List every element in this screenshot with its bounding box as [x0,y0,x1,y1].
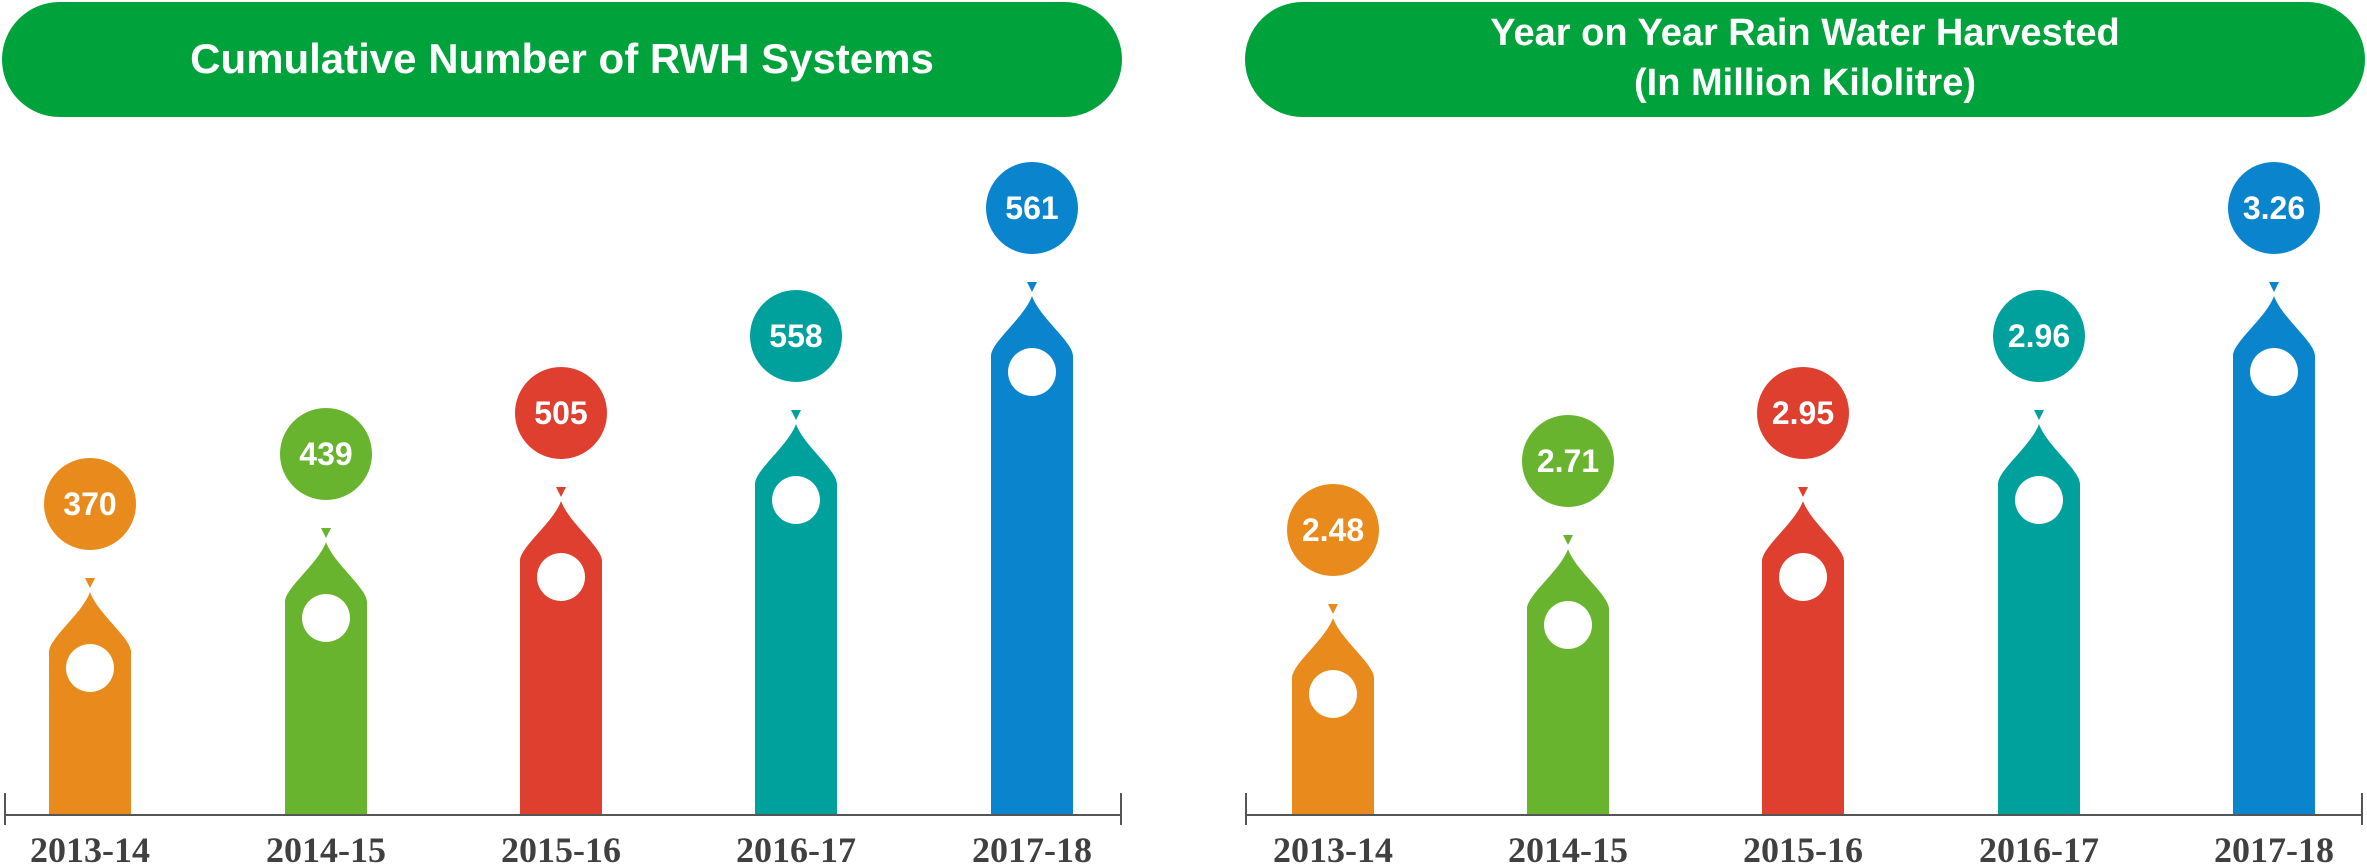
chart-panel-1: Cumulative Number of RWH Systems 370 2013-… [2,2,1122,868]
bar-dot [66,644,114,692]
value-bubble [44,458,136,550]
bar [1527,549,1609,815]
bar [2233,296,2315,815]
drip-marker [1027,282,1037,292]
data-label: 558 [769,318,822,354]
drip-marker [556,487,566,497]
x-tick-label: 2015-16 [501,830,621,868]
bar [991,296,1073,815]
value-bubble [1287,484,1379,576]
drip-marker [1798,487,1808,497]
drip-marker [1563,535,1573,545]
bar [755,424,837,815]
drip-marker [1328,604,1338,614]
bar-dot [1779,553,1827,601]
bar-dot [537,553,585,601]
x-tick-label: 2016-17 [1979,830,2099,868]
bar-dot [772,476,820,524]
data-label: 2.95 [1772,395,1834,431]
chart-title: Cumulative Number of RWH Systems [190,35,934,82]
bar [1998,424,2080,815]
data-label: 439 [299,436,352,472]
x-tick-label: 2017-18 [2214,830,2334,868]
value-bubble [1522,415,1614,507]
x-tick-label: 2013-14 [1273,830,1393,868]
bar-dot [2015,476,2063,524]
data-label: 370 [63,486,116,522]
value-bubble [2228,162,2320,254]
bar [1762,501,1844,815]
x-tick-label: 2017-18 [972,830,1092,868]
bar-dot [302,594,350,642]
bar-dot [1008,348,1056,396]
chart-subtitle: (In Million Kilolitre) [1634,62,1976,104]
value-bubble [1757,367,1849,459]
data-label: 2.96 [2008,318,2070,354]
x-tick-label: 2015-16 [1743,830,1863,868]
drip-marker [85,578,95,588]
x-tick-label: 2014-15 [1508,830,1628,868]
bar [520,501,602,815]
x-tick-label: 2016-17 [736,830,856,868]
bar-dot [1544,601,1592,649]
chart-panel-2: Year on Year Rain Water Harvested (In Mil… [1245,2,2365,868]
value-bubble [1993,290,2085,382]
drip-marker [321,528,331,538]
title-banner [2,2,1122,117]
drip-marker [2269,282,2279,292]
x-tick-label: 2013-14 [30,830,150,868]
data-label: 505 [534,395,587,431]
value-bubble [750,290,842,382]
title-banner [1245,2,2365,117]
value-bubble [986,162,1078,254]
bar-dot [1309,670,1357,718]
chart-title: Year on Year Rain Water Harvested [1490,12,2119,54]
drip-marker [2034,410,2044,420]
data-label: 3.26 [2243,190,2305,226]
value-bubble [515,367,607,459]
bar [285,542,367,815]
x-tick-label: 2014-15 [266,830,386,868]
data-label: 2.48 [1302,512,1364,548]
drip-marker [791,410,801,420]
bar-dot [2250,348,2298,396]
data-label: 561 [1005,190,1058,226]
data-label: 2.71 [1537,443,1599,479]
bar [49,592,131,815]
value-bubble [280,408,372,500]
